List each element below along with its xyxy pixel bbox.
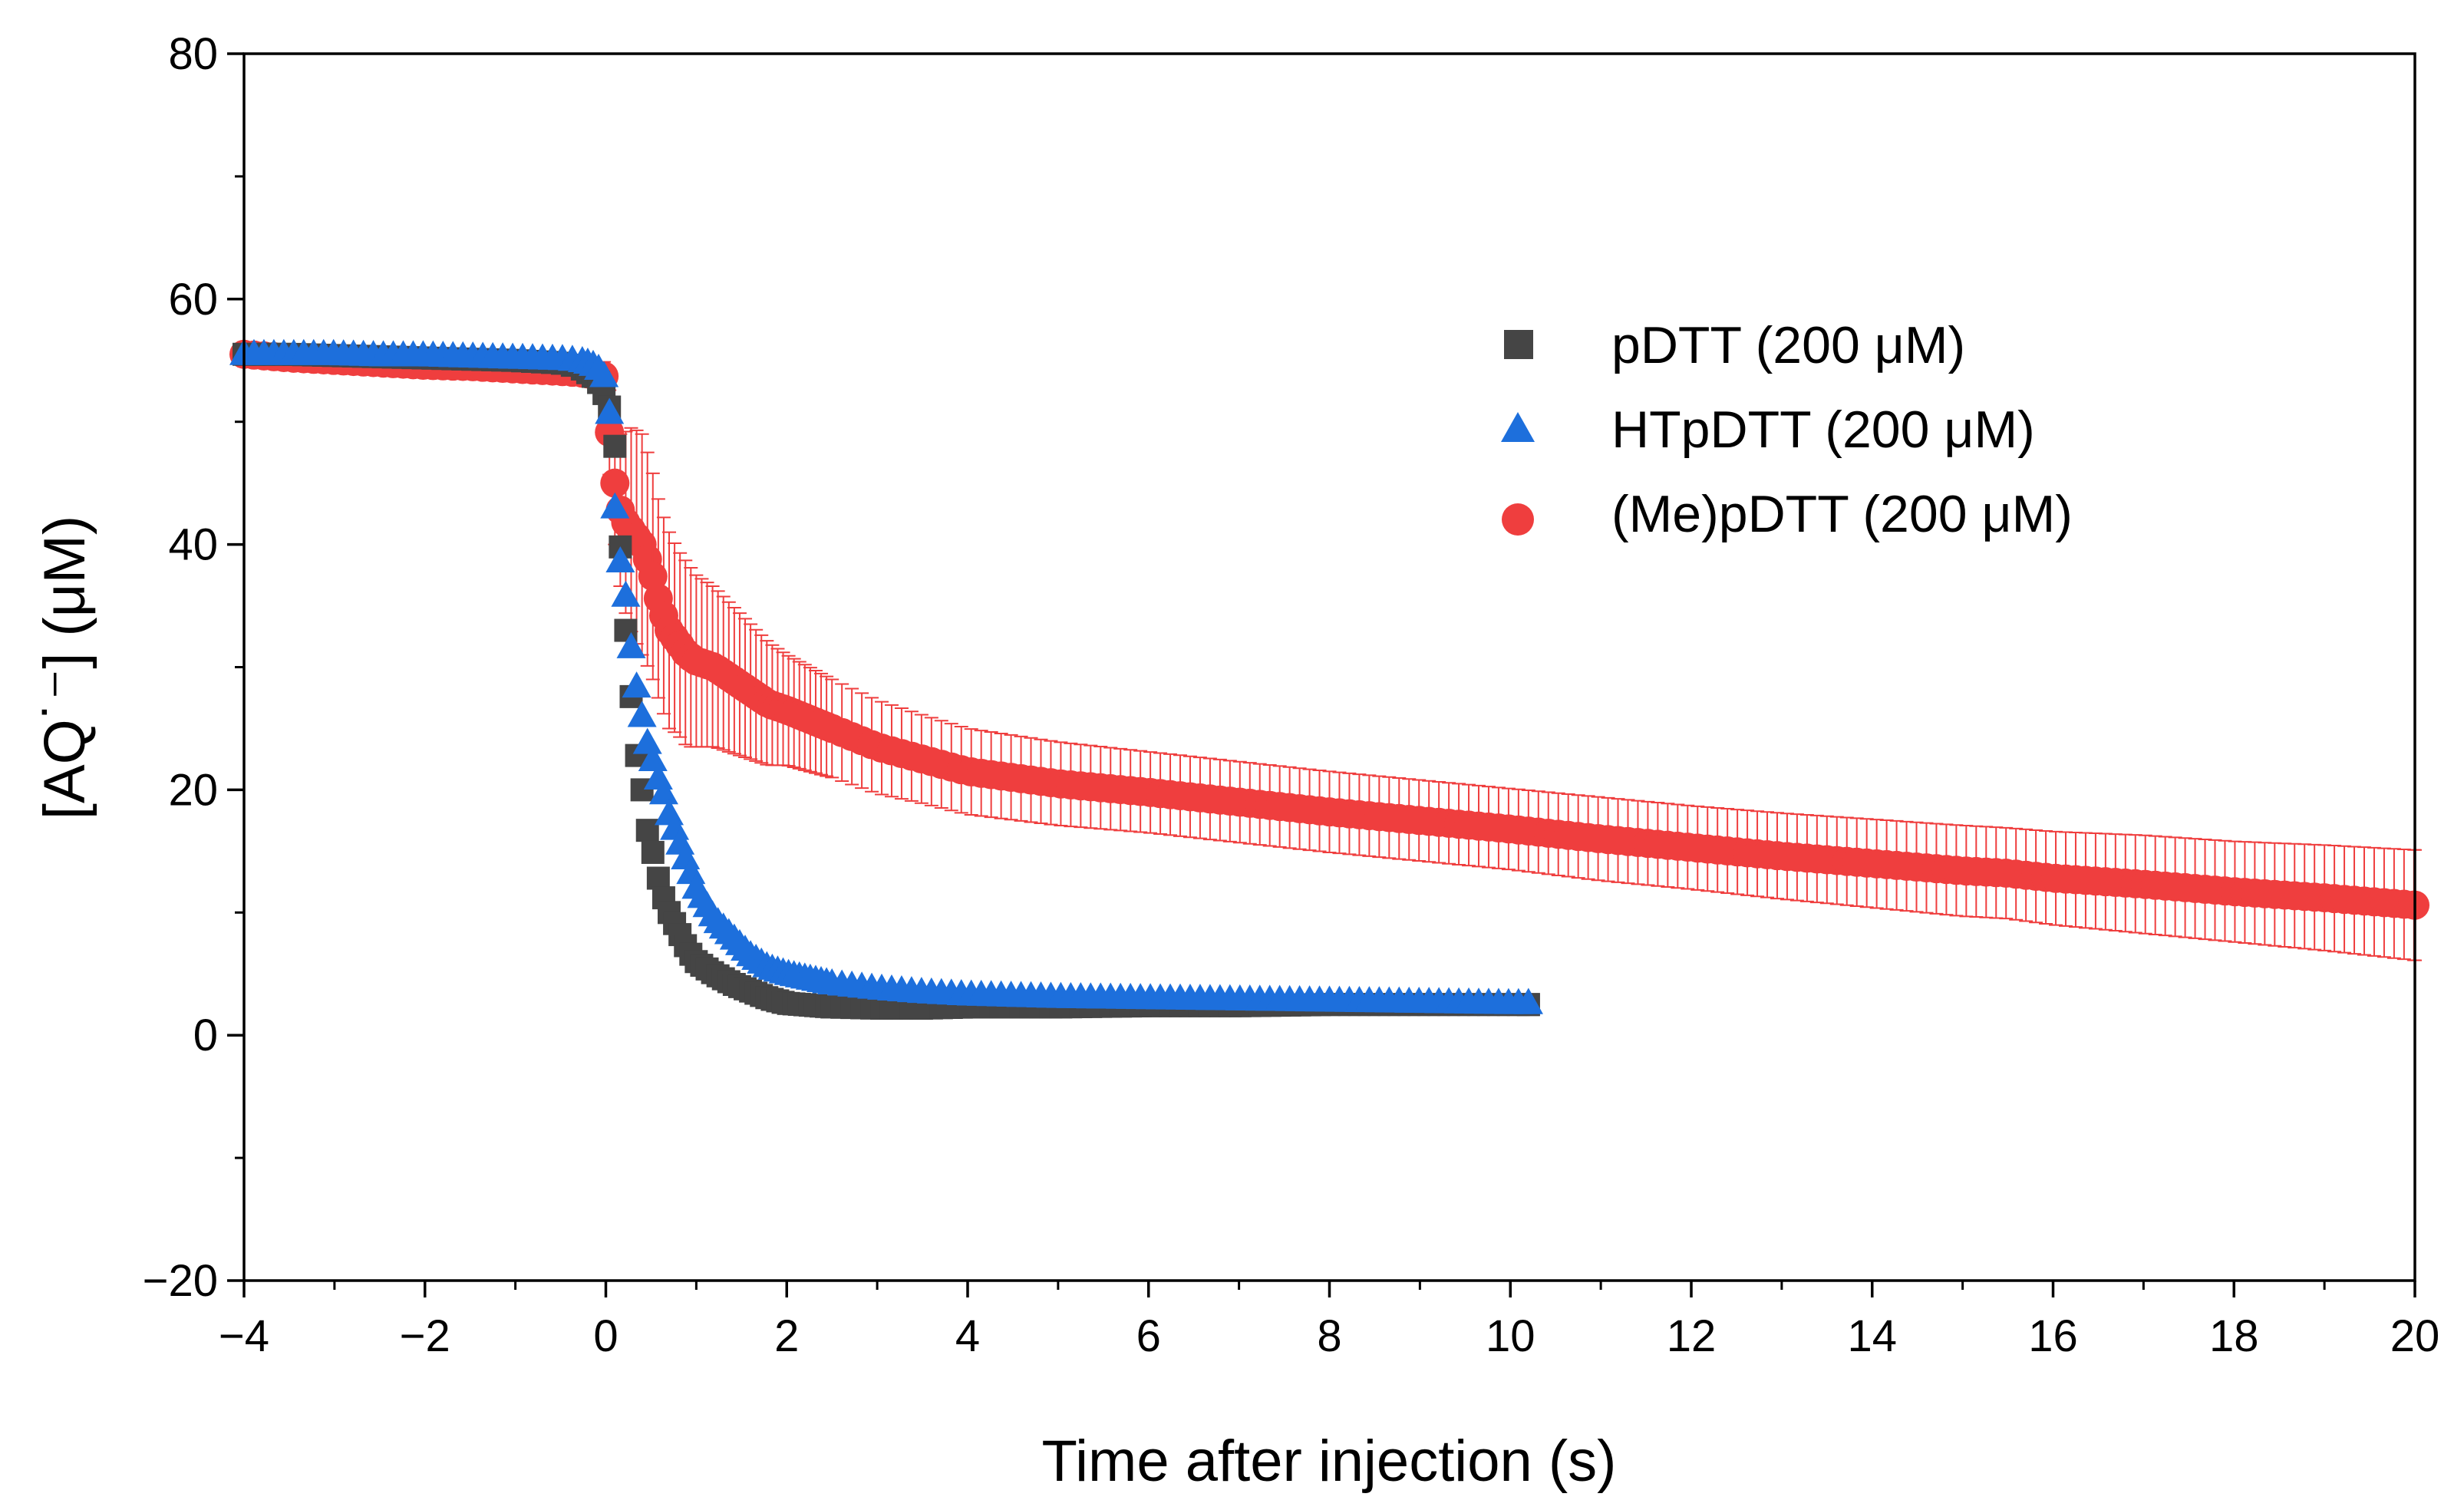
legend-label-pdtt: pDTT (200 μM) <box>1611 316 1965 374</box>
y-tick-label: 40 <box>168 520 218 570</box>
legend-marker-pdtt <box>1504 330 1533 359</box>
x-tick-label: 2 <box>774 1311 799 1361</box>
x-tick-label: 18 <box>2209 1311 2259 1361</box>
data-point-square <box>646 866 670 890</box>
data-point-triangle <box>638 745 668 772</box>
data-point-triangle <box>616 631 646 658</box>
x-tick-label: 20 <box>2390 1311 2440 1361</box>
legend-label-htpdtt: HTpDTT (200 μM) <box>1611 401 2035 459</box>
data-point-triangle <box>589 361 619 387</box>
data-point-triangle <box>1513 987 1543 1014</box>
y-tick-label: 60 <box>168 275 218 325</box>
data-point-square <box>635 819 659 842</box>
data-point-triangle <box>595 397 625 424</box>
data-point-square <box>603 434 627 458</box>
y-tick-label: −20 <box>143 1256 218 1306</box>
y-tick-label: 0 <box>193 1011 218 1060</box>
x-tick-label: 8 <box>1317 1311 1341 1361</box>
series-layer <box>229 338 2429 1020</box>
x-axis-title: Time after injection (s) <box>1042 1429 1617 1494</box>
legend: pDTT (200 μM) HTpDTT (200 μM) (Me)pDTT (… <box>1501 316 2073 543</box>
x-tick-label: 6 <box>1136 1311 1161 1361</box>
data-point-triangle <box>622 671 651 698</box>
data-point-triangle <box>600 492 630 519</box>
legend-marker-mepdtt <box>1502 503 1534 536</box>
x-tick-label: −2 <box>400 1311 450 1361</box>
x-tick-label: 14 <box>1847 1311 1897 1361</box>
data-point-circle <box>600 468 630 498</box>
x-tick-label: 12 <box>1667 1311 1717 1361</box>
data-point-square <box>641 840 665 864</box>
x-tick-label: 4 <box>955 1311 980 1361</box>
legend-label-mepdtt: (Me)pDTT (200 μM) <box>1611 485 2073 543</box>
data-point-triangle <box>648 778 678 805</box>
x-tick-label: 0 <box>593 1311 618 1361</box>
legend-marker-htpdtt <box>1501 412 1535 442</box>
data-point-triangle <box>611 580 641 607</box>
x-tick-label: 16 <box>2028 1311 2078 1361</box>
data-point-triangle <box>605 546 635 572</box>
x-tick-label: 10 <box>1486 1311 1535 1361</box>
data-point-triangle <box>632 727 662 754</box>
y-tick-label: 80 <box>168 29 218 79</box>
series-triangle <box>229 338 1543 1014</box>
data-point-circle <box>638 562 668 592</box>
data-point-triangle <box>627 701 657 727</box>
y-tick-label: 20 <box>168 765 218 815</box>
y-axis-title: [AQ˙⁻] (μM) <box>32 516 97 819</box>
x-tick-label: −4 <box>219 1311 269 1361</box>
